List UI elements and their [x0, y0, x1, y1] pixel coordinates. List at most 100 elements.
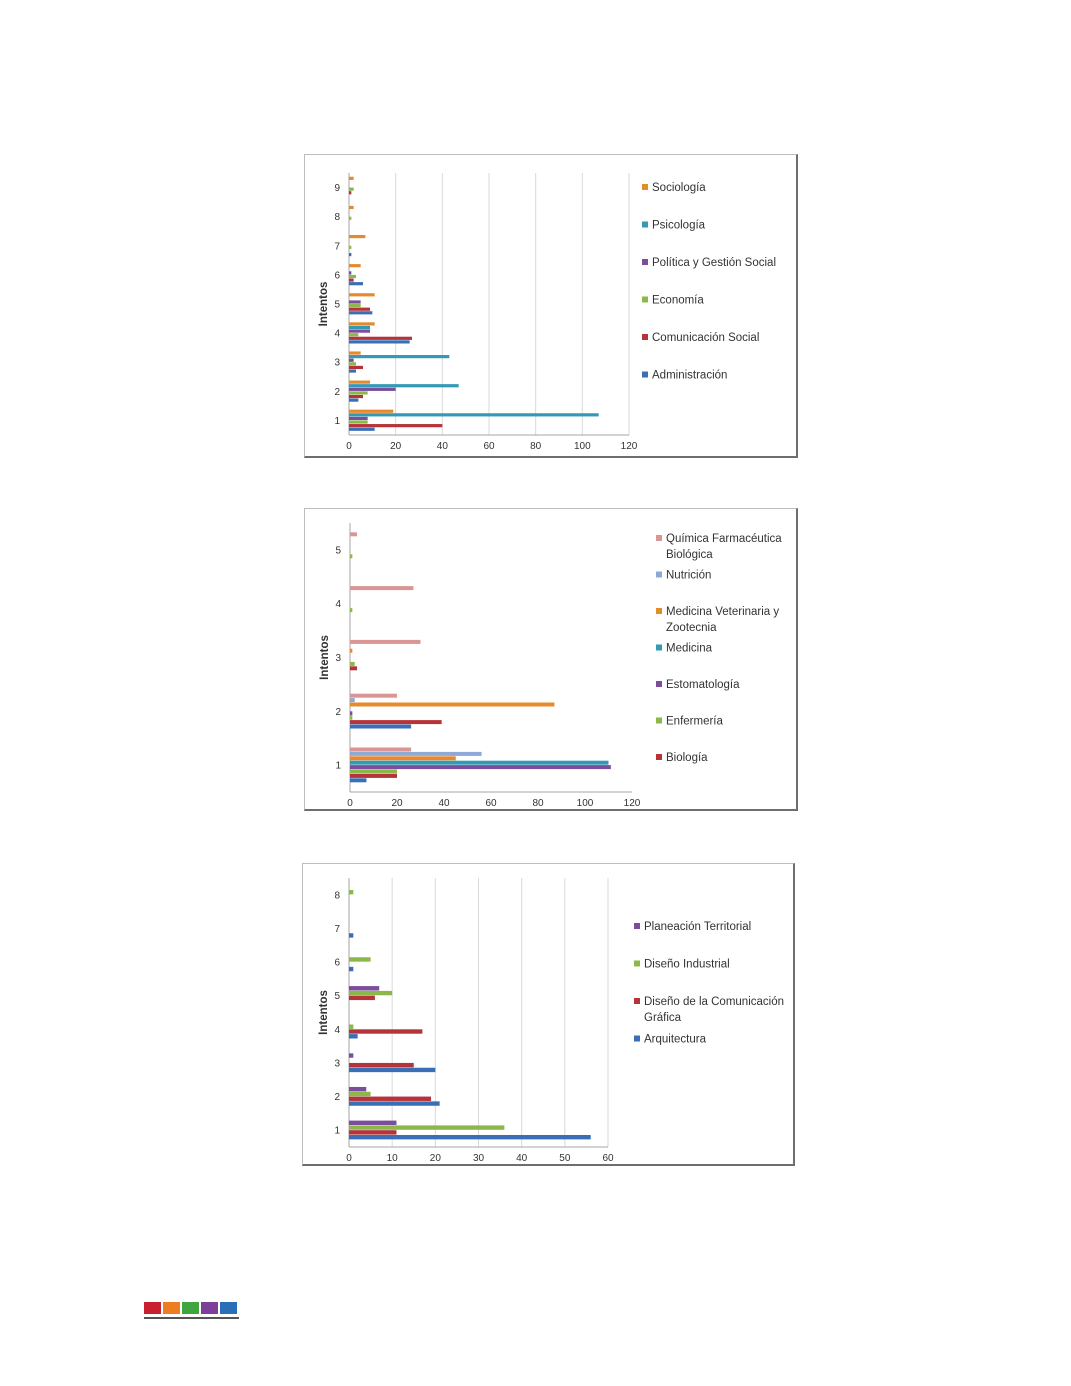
bar [350, 702, 555, 707]
x-tick-label: 20 [391, 798, 403, 809]
legend-swatch [642, 259, 648, 265]
legend-swatch [656, 754, 662, 760]
y-tick-label: 4 [335, 599, 341, 610]
x-tick-label: 120 [621, 441, 638, 452]
bar [349, 300, 361, 304]
bar [349, 245, 352, 249]
y-axis-label: Intentos [318, 990, 330, 1035]
footer-line [144, 1317, 239, 1319]
bar [349, 1101, 440, 1106]
y-tick-label: 6 [334, 958, 340, 969]
legend-swatch [642, 296, 648, 303]
bar [349, 416, 368, 421]
x-tick-label: 10 [387, 1153, 399, 1164]
legend-label: Diseño de la Comunicación [644, 996, 784, 1008]
bar [349, 420, 368, 424]
bar [349, 1120, 397, 1125]
x-tick-label: 0 [347, 798, 353, 809]
legend-label: Arquitectura [644, 1034, 707, 1046]
x-tick-label: 50 [559, 1153, 571, 1164]
legend-swatch [642, 184, 648, 190]
bar [349, 391, 368, 395]
bar [350, 769, 397, 774]
bar [349, 413, 599, 417]
y-tick-label: 3 [335, 653, 341, 664]
bar [349, 933, 354, 938]
bar [349, 986, 380, 991]
bar [349, 384, 459, 388]
y-tick-label: 1 [334, 1126, 340, 1137]
bar [349, 333, 359, 337]
y-tick-label: 1 [335, 761, 341, 772]
bar [350, 756, 456, 761]
bar [349, 990, 393, 996]
bar [349, 995, 375, 1001]
legend-label: Diseño Industrial [644, 959, 730, 971]
bar [349, 191, 352, 195]
legend-swatch [656, 608, 662, 614]
legend-swatch [634, 923, 640, 929]
bar [349, 427, 375, 431]
bar [350, 778, 367, 783]
bar [350, 554, 353, 559]
legend-label: Economía [652, 295, 704, 307]
legend-label: Zootecnia [666, 622, 717, 634]
legend-swatch [642, 371, 648, 378]
y-tick-label: 2 [335, 707, 341, 718]
bar [350, 698, 355, 703]
y-tick-label: 4 [334, 1025, 340, 1036]
bar [349, 1029, 423, 1034]
legend-swatch [634, 998, 640, 1004]
x-tick-label: 100 [574, 441, 591, 452]
bar [349, 387, 396, 391]
bar [349, 351, 361, 355]
bar [349, 311, 373, 315]
bar [349, 1024, 354, 1029]
bar [350, 608, 353, 613]
bar [349, 293, 375, 297]
bar [349, 398, 359, 402]
bar [350, 586, 414, 591]
bar [349, 355, 450, 359]
legend-label: Gráfica [644, 1012, 682, 1024]
bar [350, 765, 611, 770]
y-tick-label: 7 [334, 924, 340, 935]
bar [349, 358, 354, 362]
bar [349, 187, 354, 191]
bar [349, 1034, 358, 1039]
legend-label: Administración [652, 370, 727, 382]
legend-swatch [642, 334, 648, 340]
y-tick-label: 5 [334, 991, 340, 1002]
x-tick-label: 0 [346, 1153, 352, 1164]
legend-label: Estomatología [666, 679, 740, 691]
bar [349, 252, 352, 257]
x-tick-label: 0 [346, 441, 352, 452]
bar [349, 176, 354, 180]
legend-swatch [656, 644, 662, 651]
bar [350, 760, 609, 765]
y-tick-label: 9 [334, 183, 340, 194]
legend-label: Nutrición [666, 570, 711, 582]
chart-health-sciences: 0 20 40 60 80 100 120 1 2 3 4 5 Intentos Química Farm… [304, 508, 798, 811]
bar [349, 234, 366, 239]
y-tick-label: 8 [334, 212, 340, 223]
bar [350, 751, 482, 756]
footer-color-square [182, 1302, 199, 1314]
y-axis-label: Intentos [318, 282, 330, 327]
chart-design-sciences: 0 10 20 30 40 50 60 1 2 3 4 5 6 7 8 Intentos Planeación … [302, 863, 795, 1166]
bar [349, 369, 356, 373]
x-tick-label: 20 [430, 1153, 442, 1164]
y-tick-label: 2 [334, 387, 340, 398]
legend-swatch [634, 1035, 640, 1042]
x-tick-label: 30 [473, 1153, 485, 1164]
y-tick-label: 3 [334, 1058, 340, 1069]
bar [350, 711, 353, 716]
bar [350, 773, 397, 778]
bar [350, 661, 355, 666]
x-tick-label: 100 [577, 798, 594, 809]
x-tick-label: 60 [483, 441, 495, 452]
bar [350, 715, 353, 720]
x-tick-label: 120 [624, 798, 641, 809]
bar [349, 394, 363, 399]
y-tick-label: 6 [334, 270, 340, 281]
